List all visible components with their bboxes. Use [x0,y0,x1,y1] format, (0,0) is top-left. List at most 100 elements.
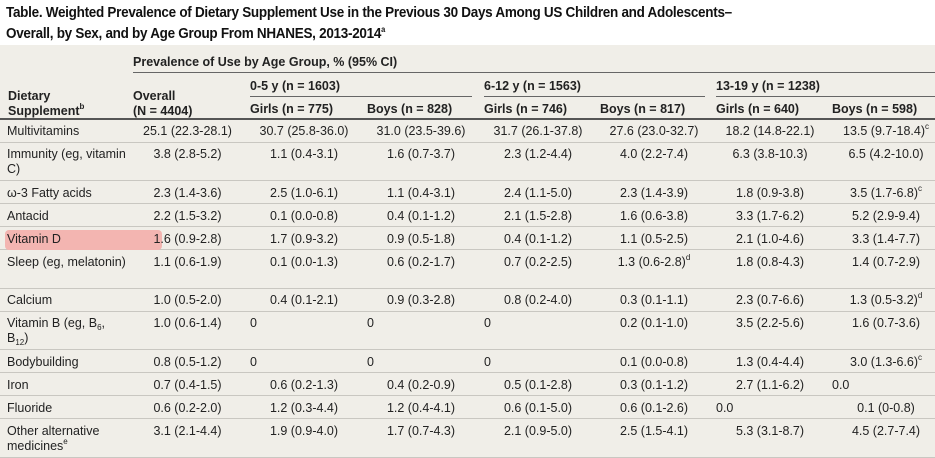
prevalence-value: 0.4 (0.2-0.9) [386,377,456,392]
title-line-2: Overall, by Sex, and by Age Group From N… [6,25,385,43]
prevalence-value: 2.4 (1.1-5.0) [503,185,573,200]
prevalence-value: 2.7 (1.1-6.2) [735,377,805,392]
age-group-6-12: 6-12 y (n = 1563) [484,79,581,93]
prevalence-value: 1.1 (0.4-3.1) [269,147,339,161]
prevalence-value: 0.1 (0.0-1.3) [269,254,339,269]
highlight-marker [5,229,162,250]
prevalence-value: 1.8 (0.8-4.3) [735,254,805,269]
prevalence-value: 25.1 (22.3-28.1) [143,124,232,138]
prevalence-value: 1.2 (0.3-4.4) [269,400,339,415]
divider [716,96,935,97]
prevalence-value: 2.5 (1.0-6.1) [269,185,339,200]
prevalence-value: 0.9 (0.3-2.8) [386,293,456,307]
prevalence-value: 1.7 (0.7-4.3) [386,423,456,438]
prevalence-value: 3.3 (1.7-6.2) [735,208,805,223]
prevalence-value: 2.1 (1.5-2.8) [503,208,573,223]
supplement-name: Immunity (eg, vitamin C) [7,147,126,176]
prevalence-value: 30.7 (25.8-36.0) [259,124,349,138]
prevalence-value: 31.0 (23.5-39.6) [376,124,466,138]
table-row: Other alternative medicinese 3.1 (2.1-4.4… [0,420,935,458]
prevalence-value: 0.1 (0.0-0.8) [269,208,339,223]
prevalence-value: 0 [367,354,374,369]
prevalence-value: 2.1 (0.9-5.0) [503,423,573,438]
prevalence-value: 1.8 (0.9-3.8) [735,185,805,200]
prevalence-value: 1.6 (0.7-3.6) [851,316,921,330]
supplement-name: Antacid [7,208,49,223]
prevalence-value: 0.1 (0.0-0.8) [619,354,689,369]
prevalence-value: 5.2 (2.9-9.4) [851,208,921,223]
prevalence-value: 1.9 (0.9-4.0) [269,423,339,438]
supplement-name: Vitamin D [7,231,61,246]
prevalence-value: 27.6 (23.0-32.7) [609,124,699,138]
table-row: Bodybuilding 0.8 (0.5-1.2) 0 0 0 0.1 (0.0-0.8… [0,351,935,373]
prevalence-value: 3.5 (2.2-5.6) [735,316,805,330]
table-row: Vitamin D 1.6 (0.9-2.8) 1.7 (0.9-3.2) 0.9 (… [0,228,935,250]
prevalence-value: 0.0 [832,377,850,392]
title-line-1: Table. Weighted Prevalence of Dietary Su… [6,5,732,21]
prevalence-value: 0.2 (0.1-1.0) [619,316,689,330]
prevalence-value: 1.1 (0.6-1.9) [153,254,222,269]
prevalence-value: 4.0 (2.2-7.4) [619,147,689,161]
prevalence-value: 13.5 (9.7-18.4)c [843,122,929,139]
table-row: ω-3 Fatty acids 2.3 (1.4-3.6) 2.5 (1.0-6.1… [0,182,935,204]
divider [484,96,705,97]
prevalence-value: 3.8 (2.8-5.2) [153,147,222,161]
sex-header: Girls (n = 775) [250,102,334,116]
supplement-name: Iron [7,377,29,392]
prevalence-value: 1.3 (0.5-3.2)d [849,291,923,308]
prevalence-value: 3.1 (2.1-4.4) [153,423,222,438]
prevalence-value: 1.1 (0.4-3.1) [386,185,456,200]
supplement-header: Dietary Supplementb [8,89,85,118]
prevalence-value: 0.0 [716,400,734,415]
prevalence-value: 3.5 (1.7-6.8)c [849,183,923,200]
prevalence-value: 1.7 (0.9-3.2) [269,231,339,246]
prevalence-value: 0.6 (0.1-2.6) [619,400,689,415]
age-group-0-5: 0-5 y (n = 1603) [250,79,340,93]
prevalence-value: 1.0 (0.6-1.4) [153,316,222,330]
table-row: Vitamin B (eg, B6, B12) 1.0 (0.6-1.4) 0 0 0 0… [0,312,935,350]
prevalence-value: 1.4 (0.7-2.9) [851,254,921,269]
table-row: Multivitamins 25.1 (22.3-28.1) 30.7 (25.8-… [0,120,935,143]
prevalence-value: 1.6 (0.9-2.8) [153,231,222,246]
prevalence-value: 0.4 (0.1-1.2) [503,231,573,246]
prevalence-value: 2.3 (1.4-3.6) [153,185,222,200]
prevalence-value: 1.6 (0.6-3.8) [619,208,689,223]
table-row: Immunity (eg, vitamin C) 3.8 (2.8-5.2) 1.1… [0,143,935,181]
prevalence-value: 0 [367,316,374,330]
prevalence-value: 0.6 (0.1-5.0) [503,400,573,415]
overall-header: Overall (N = 4404) [133,89,193,118]
prevalence-value: 2.3 (0.7-6.6) [735,293,805,307]
prevalence-value: 2.5 (1.5-4.1) [619,423,689,438]
table-row: Antacid 2.2 (1.5-3.2) 0.1 (0.0-0.8) 0.4 (0.… [0,205,935,227]
prevalence-value: 0.9 (0.5-1.8) [386,231,456,246]
prevalence-value: 1.0 (0.5-2.0) [153,293,222,307]
sex-header: Boys (n = 817) [600,102,686,116]
prevalence-value: 0.8 (0.5-1.2) [153,354,222,369]
prevalence-value: 2.3 (1.2-4.4) [503,147,573,161]
prevalence-value: 0.4 (0.1-2.1) [269,293,339,307]
prevalence-value: 1.3 (0.4-4.4) [735,354,805,369]
table-row: Sleep (eg, melatonin) 1.1 (0.6-1.9) 0.1 (0… [0,251,935,289]
header-rule [0,118,935,120]
prevalence-value: 0.6 (0.2-1.7) [386,254,456,269]
prevalence-value: 1.1 (0.5-2.5) [619,231,689,246]
table-row: Calcium 1.0 (0.5-2.0) 0.4 (0.1-2.1) 0.9 (0.… [0,289,935,312]
prevalence-header: Prevalence of Use by Age Group, % (95% C… [133,55,398,69]
sex-header: Girls (n = 746) [484,102,568,116]
prevalence-value: 2.2 (1.5-3.2) [153,208,222,223]
prevalence-value: 1.2 (0.4-4.1) [386,400,456,415]
prevalence-value: 18.2 (14.8-22.1) [725,124,815,138]
prevalence-value: 5.3 (3.1-8.7) [735,423,805,438]
age-group-13-19: 13-19 y (n = 1238) [716,79,820,93]
supplement-name: Vitamin B (eg, B6, B12) [7,316,106,347]
sex-header: Boys (n = 598) [832,102,918,116]
prevalence-value: 0.1 (0-0.8) [857,400,915,415]
prevalence-value: 6.5 (4.2-10.0) [848,147,924,161]
prevalence-value: 4.5 (2.7-7.4) [851,423,921,438]
prevalence-value: 0.7 (0.2-2.5) [503,254,573,269]
prevalence-value: 31.7 (26.1-37.8) [493,124,583,138]
prevalence-value: 0 [250,354,257,369]
supplement-name: Fluoride [7,400,53,415]
prevalence-value: 0.3 (0.1-1.1) [619,293,689,307]
supplement-name: Other alternative medicinese [7,423,100,453]
